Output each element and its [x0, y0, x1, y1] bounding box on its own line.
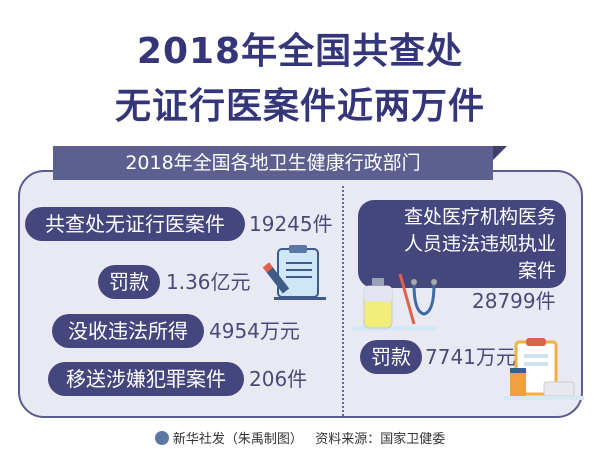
pill-criminal-cases: 移送涉嫌犯罪案件 [48, 362, 244, 396]
clipboard-medicine-icon [504, 338, 584, 400]
right-box-line-1: 查处医疗机构医务 [403, 206, 556, 228]
value-practice-cases: 28799件 [472, 289, 556, 313]
pill-fine-right: 罚款 [360, 340, 422, 374]
footer-data-source: 资料来源：国家卫健委 [315, 432, 446, 447]
banner: 2018年全国各地卫生健康行政部门 [53, 146, 493, 180]
right-box-line-2: 人员违法违规执业 [403, 233, 556, 255]
xinhua-logo-icon [154, 431, 169, 445]
pill-fine: 罚款 [98, 265, 160, 299]
value-unlicensed-cases: 19245件 [249, 212, 333, 236]
value-fine-right: 7741万元 [425, 345, 516, 369]
value-confiscated: 4954万元 [209, 319, 300, 343]
pill-confiscated: 没收违法所得 [52, 314, 204, 348]
value-fine: 1.36亿元 [166, 270, 251, 294]
title-line-2: 无证行医案件近两万件 [114, 86, 485, 127]
footer: 新华社发（朱禹制图） 资料来源：国家卫健委 [0, 428, 600, 447]
value-criminal-cases: 206件 [249, 367, 308, 391]
medicine-stethoscope-icon [352, 273, 438, 331]
right-box-line-3: 案件 [517, 260, 556, 282]
footer-source: 新华社发（朱禹制图） [172, 432, 303, 447]
pill-unlicensed-cases: 共查处无证行医案件 [25, 207, 245, 241]
title-line-1: 2018年全国共查处 [136, 31, 464, 72]
banner-fold [493, 146, 507, 160]
right-box: 查处医疗机构医务 人员违法违规执业 案件 [358, 200, 566, 288]
divider [342, 186, 344, 416]
clipboard-pen-icon [262, 245, 326, 300]
